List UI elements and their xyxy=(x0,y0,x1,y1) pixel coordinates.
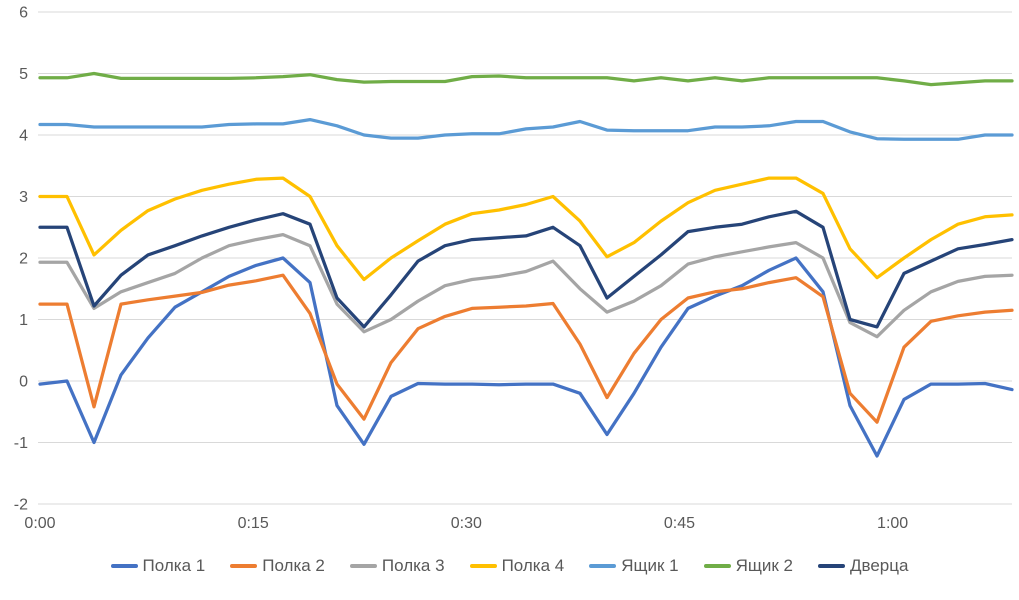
legend-label-polka-3: Полка 3 xyxy=(381,556,445,575)
legend-line-swatch-polka-4 xyxy=(469,564,497,568)
legend-label-yashchik-1: Ящик 1 xyxy=(621,556,679,575)
x-axis-label: 0:15 xyxy=(238,515,269,532)
legend-label-polka-4: Полка 4 xyxy=(501,556,565,575)
legend-item-polka-1[interactable]: Полка 1 xyxy=(110,556,206,576)
y-axis-label: 4 xyxy=(19,128,28,145)
y-axis-label: -1 xyxy=(14,435,28,452)
series-line-yashchik-1 xyxy=(38,117,1014,141)
y-axis-label: 2 xyxy=(19,251,28,268)
y-axis-label: 1 xyxy=(19,312,28,329)
legend-label-yashchik-2: Ящик 2 xyxy=(735,556,793,575)
y-axis-label: 0 xyxy=(19,374,28,391)
x-axis-label: 0:30 xyxy=(451,515,482,532)
series-line-polka-3 xyxy=(38,232,1014,339)
legend-item-polka-4[interactable]: Полка 4 xyxy=(469,556,565,576)
legend-line-swatch-yashchik-1 xyxy=(589,564,617,568)
series-line-polka-1 xyxy=(38,256,1014,458)
y-axis-label: 5 xyxy=(19,66,28,83)
legend-item-yashchik-2[interactable]: Ящик 2 xyxy=(703,556,793,576)
legend-item-polka-2[interactable]: Полка 2 xyxy=(230,556,325,576)
y-axis-label: 6 xyxy=(19,5,28,22)
legend-label-polka-1: Полка 1 xyxy=(142,556,206,575)
legend-line-swatch-polka-1 xyxy=(110,564,138,568)
legend-item-polka-3[interactable]: Полка 3 xyxy=(349,556,445,576)
legend-label-dvertsa: Дверца xyxy=(849,556,909,575)
series-line-polka-2 xyxy=(38,273,1014,424)
legend-line-swatch-yashchik-2 xyxy=(703,564,731,568)
legend-item-dvertsa[interactable]: Дверца xyxy=(817,556,909,576)
legend-line-swatch-polka-2 xyxy=(230,564,258,568)
y-axis-label: -2 xyxy=(14,497,28,514)
x-axis-label: 0:45 xyxy=(664,515,695,532)
series-line-dvertsa xyxy=(38,209,1014,329)
y-axis-label: 3 xyxy=(19,189,28,206)
series-line-polka-4 xyxy=(38,176,1014,282)
legend-line-swatch-polka-3 xyxy=(349,564,377,568)
x-axis-label: 0:00 xyxy=(24,515,55,532)
x-axis-label: 1:00 xyxy=(877,515,908,532)
legend-line-swatch-dvertsa xyxy=(817,564,845,568)
series-line-yashchik-2 xyxy=(38,71,1014,87)
legend-label-polka-2: Полка 2 xyxy=(262,556,325,575)
legend-item-yashchik-1[interactable]: Ящик 1 xyxy=(589,556,679,576)
chart-legend: Полка 1 Полка 2 Полка 3 Полка 4 Ящик 1 Ящик 2… xyxy=(0,556,1019,576)
